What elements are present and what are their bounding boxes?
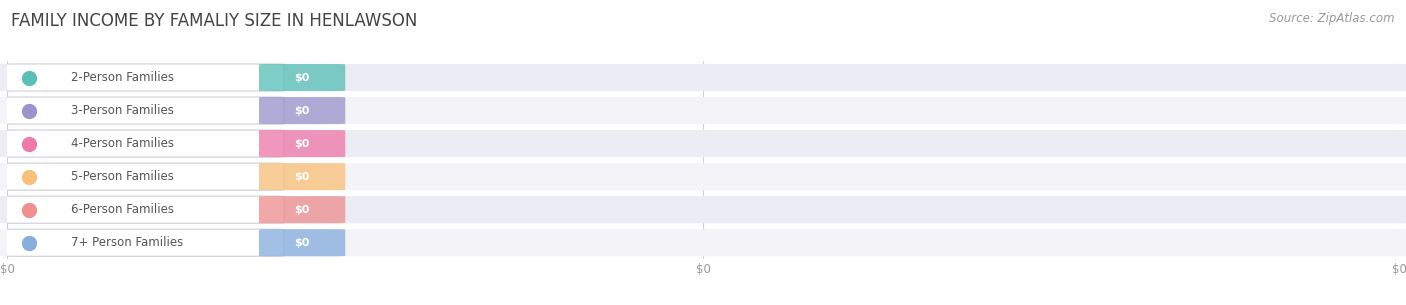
Text: $0: $0 bbox=[294, 106, 309, 116]
FancyBboxPatch shape bbox=[0, 97, 1406, 124]
FancyBboxPatch shape bbox=[0, 196, 284, 223]
Text: Source: ZipAtlas.com: Source: ZipAtlas.com bbox=[1270, 12, 1395, 25]
Text: $0: $0 bbox=[294, 138, 309, 149]
Text: $0: $0 bbox=[294, 172, 309, 182]
FancyBboxPatch shape bbox=[0, 64, 1406, 91]
FancyBboxPatch shape bbox=[0, 229, 284, 256]
FancyBboxPatch shape bbox=[0, 163, 1406, 190]
Text: 7+ Person Families: 7+ Person Families bbox=[72, 236, 183, 249]
FancyBboxPatch shape bbox=[0, 130, 1406, 157]
Text: $0: $0 bbox=[294, 205, 309, 215]
Text: 6-Person Families: 6-Person Families bbox=[72, 203, 174, 216]
FancyBboxPatch shape bbox=[0, 97, 284, 124]
Text: FAMILY INCOME BY FAMALIY SIZE IN HENLAWSON: FAMILY INCOME BY FAMALIY SIZE IN HENLAWS… bbox=[11, 12, 418, 30]
FancyBboxPatch shape bbox=[0, 130, 284, 157]
Text: 4-Person Families: 4-Person Families bbox=[72, 137, 174, 150]
Text: $0: $0 bbox=[294, 238, 309, 248]
FancyBboxPatch shape bbox=[0, 64, 284, 91]
FancyBboxPatch shape bbox=[0, 196, 1406, 223]
Text: $0: $0 bbox=[294, 73, 309, 83]
FancyBboxPatch shape bbox=[259, 163, 346, 190]
FancyBboxPatch shape bbox=[0, 229, 1406, 256]
Text: 3-Person Families: 3-Person Families bbox=[72, 104, 174, 117]
FancyBboxPatch shape bbox=[259, 97, 346, 124]
FancyBboxPatch shape bbox=[259, 196, 346, 223]
FancyBboxPatch shape bbox=[259, 229, 346, 256]
FancyBboxPatch shape bbox=[259, 64, 346, 91]
FancyBboxPatch shape bbox=[0, 163, 284, 190]
FancyBboxPatch shape bbox=[259, 130, 346, 157]
Text: 5-Person Families: 5-Person Families bbox=[72, 170, 174, 183]
Text: 2-Person Families: 2-Person Families bbox=[72, 71, 174, 84]
